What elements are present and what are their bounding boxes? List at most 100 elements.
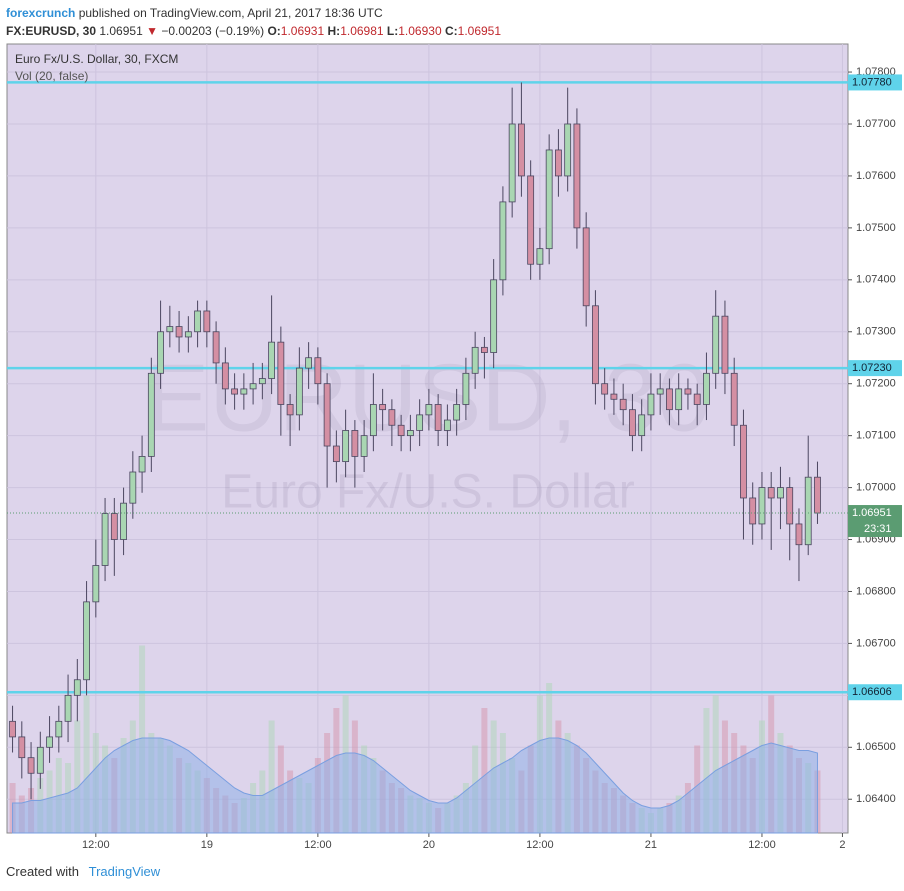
- legend-main: Euro Fx/U.S. Dollar, 30, FXCM: [15, 52, 178, 66]
- candle-body: [555, 149, 562, 177]
- candle-body: [323, 383, 331, 447]
- candle-body: [27, 757, 35, 774]
- candle-body: [795, 523, 803, 546]
- change: −0.00203 (−0.19%): [161, 24, 265, 38]
- candle-body: [582, 227, 590, 307]
- x-tick-label: 12:00: [748, 839, 776, 851]
- candle-body: [490, 279, 498, 353]
- candle-body: [46, 736, 53, 748]
- candle-body: [342, 430, 350, 463]
- volume-bar: [74, 720, 81, 833]
- candle-body: [92, 565, 100, 603]
- candle-body: [64, 694, 72, 722]
- c-value: 1.06951: [457, 24, 502, 38]
- candle-body: [443, 419, 451, 431]
- candle-body: [138, 456, 146, 473]
- candle-body: [36, 746, 44, 774]
- y-tick-label: 1.07700: [856, 118, 896, 130]
- level-price-box: [848, 360, 902, 377]
- header: forexcrunch published on TradingView.com…: [6, 4, 501, 40]
- candle-body: [592, 305, 599, 385]
- candle-body: [684, 388, 692, 395]
- candle-body: [147, 372, 155, 457]
- candle-body: [360, 435, 368, 457]
- tradingview-link[interactable]: TradingView: [88, 864, 161, 879]
- l-value: 1.06930: [398, 24, 442, 38]
- candle-body: [434, 404, 442, 431]
- candle-body: [675, 388, 683, 411]
- candle-body: [73, 679, 81, 696]
- candle-body: [221, 362, 229, 390]
- candle-body: [351, 430, 359, 457]
- x-tick-label: 2: [839, 839, 845, 851]
- h-label: H:: [327, 24, 341, 38]
- candle-body: [416, 414, 424, 431]
- author[interactable]: forexcrunch: [6, 6, 76, 20]
- published: published on TradingView.com, April 21, …: [78, 6, 383, 20]
- candle-body: [203, 310, 211, 333]
- candle-body: [536, 248, 544, 265]
- candle-body: [83, 601, 90, 681]
- candle-body: [638, 414, 646, 437]
- candle-body: [740, 424, 747, 499]
- y-tick-label: 1.06700: [856, 637, 896, 649]
- y-tick-label: 1.07400: [856, 274, 896, 286]
- candle-body: [610, 393, 618, 400]
- level-price-box: [848, 684, 902, 701]
- y-tick-label: 1.07000: [856, 481, 896, 493]
- candle-body: [453, 404, 461, 421]
- candle-body: [647, 393, 655, 416]
- candle-body: [703, 372, 710, 405]
- volume-bar: [712, 695, 719, 833]
- level-price-label: 1.07780: [852, 76, 892, 88]
- candle-body: [295, 367, 303, 416]
- candle-body: [157, 331, 164, 374]
- level-price-label: 1.07230: [852, 362, 892, 374]
- y-tick-label: 1.07200: [856, 378, 896, 390]
- candle-body: [564, 123, 572, 177]
- candle-body: [175, 326, 183, 338]
- current-price-box: [848, 505, 902, 538]
- candle-body: [305, 357, 313, 369]
- candle-body: [730, 372, 738, 426]
- candle-body: [194, 310, 201, 333]
- current-price-label: 1.06951: [852, 507, 892, 519]
- chart: 1.064001.065001.066001.067001.068001.069…: [6, 43, 902, 851]
- candle-body: [629, 409, 636, 437]
- candle-body: [601, 383, 609, 395]
- x-tick-label: 12:00: [82, 839, 110, 851]
- candle-body: [212, 331, 220, 364]
- candle-body: [814, 476, 821, 514]
- candle-body: [499, 201, 507, 281]
- candle-body: [721, 315, 729, 374]
- candle-body: [656, 388, 664, 395]
- candle-body: [129, 471, 137, 504]
- footer: Created with TradingView: [6, 864, 160, 879]
- arrow: ▼: [146, 24, 158, 38]
- x-tick-label: 19: [201, 839, 213, 851]
- candle-body: [545, 149, 553, 250]
- x-tick-label: 21: [645, 839, 657, 851]
- candle-body: [712, 315, 720, 374]
- countdown-label: 23:31: [864, 523, 892, 535]
- candle-body: [388, 409, 396, 426]
- candle-body: [397, 424, 405, 437]
- candle-body: [101, 513, 109, 566]
- y-tick-label: 1.07300: [856, 326, 896, 338]
- candle-body: [120, 502, 127, 540]
- header-line-2: FX:EURUSD, 30 1.06951 ▼ −0.00203 (−0.19%…: [6, 22, 501, 40]
- candle-body: [786, 487, 794, 525]
- candle-body: [258, 378, 266, 385]
- y-tick-label: 1.06500: [856, 741, 896, 753]
- candle-body: [480, 346, 488, 353]
- candle-body: [240, 388, 248, 395]
- candle-body: [277, 341, 285, 405]
- candle-body: [777, 487, 784, 499]
- o-value: 1.06931: [280, 24, 325, 38]
- candle-body: [471, 346, 479, 374]
- candle-body: [249, 383, 257, 390]
- h-value: 1.06981: [340, 24, 384, 38]
- candle-body: [425, 404, 433, 416]
- candle-body: [406, 430, 414, 437]
